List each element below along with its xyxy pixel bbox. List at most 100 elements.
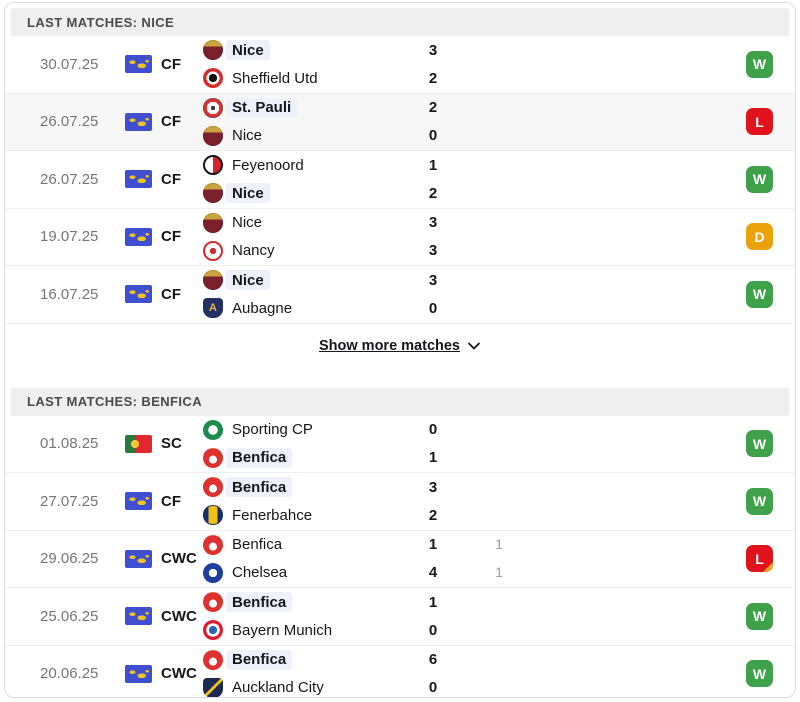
secondary-score-column: 1 1: [444, 532, 554, 585]
match-row[interactable]: 25.06.25 CWC Benfica Bayern Munich 1 0 W: [5, 588, 795, 646]
home-team-name: St. Pauli: [226, 97, 298, 118]
home-team-name: Benfica: [226, 477, 293, 498]
nice-logo-icon: [203, 40, 223, 61]
away-score: 2: [428, 69, 438, 87]
match-row[interactable]: 26.07.25 CF Feyenoord Nice 1 2 W: [5, 151, 795, 209]
home-score: 1: [428, 156, 438, 174]
home-secondary-score: [444, 210, 554, 235]
home-team-name: Benfica: [226, 592, 293, 613]
match-date: 26.07.25: [40, 170, 99, 188]
away-score: 2: [428, 506, 438, 524]
home-team: Benfica: [203, 532, 422, 557]
away-secondary-score: [444, 238, 554, 263]
match-row[interactable]: 19.07.25 CF Nice Nancy 3 3 D: [5, 208, 795, 266]
away-score: 3: [428, 242, 438, 260]
section-header-nice: LAST MATCHES: NICE: [11, 8, 789, 36]
home-secondary-score: [444, 268, 554, 293]
away-team: Nice: [203, 123, 422, 148]
show-more-label: Show more matches: [318, 337, 460, 354]
result-slot: W: [554, 50, 773, 78]
competition-flag-icon: [125, 492, 152, 511]
competition-code: CWC: [161, 665, 197, 683]
match-date: 20.06.25: [40, 665, 99, 683]
score-column: 3 3: [422, 210, 444, 263]
competition-flag-icon: [125, 55, 152, 74]
teams-column: St. Pauli Nice: [203, 95, 422, 148]
result-slot: L: [554, 545, 773, 573]
teams-column: Nice Nancy: [203, 210, 422, 263]
match-list: 30.07.25 CF Nice Sheffield Utd 3 2 W 26.…: [5, 36, 795, 324]
competition-code: CF: [161, 285, 181, 303]
result-slot: W: [554, 602, 773, 630]
match-row[interactable]: 30.07.25 CF Nice Sheffield Utd 3 2 W: [5, 36, 795, 94]
score-column: 1 4: [422, 532, 444, 585]
aubagne-logo-icon: [203, 298, 223, 319]
match-row[interactable]: 27.07.25 CF Benfica Fenerbahce 3 2 W: [5, 473, 795, 531]
competition-code: CF: [161, 55, 181, 73]
home-score: 6: [428, 651, 438, 669]
result-slot: W: [554, 660, 773, 688]
home-team-name: Sporting CP: [232, 421, 313, 439]
away-secondary-score: [444, 503, 554, 528]
match-row[interactable]: 01.08.25 SC Sporting CP Benfica 0 1 W: [5, 415, 795, 473]
home-team-name: Nice: [226, 270, 270, 291]
chelsea-logo-icon: [203, 562, 223, 583]
section-title: LAST MATCHES: BENFICA: [27, 394, 202, 409]
show-more-matches-link[interactable]: Show more matches: [319, 338, 481, 354]
section-header-benfica: LAST MATCHES: BENFICA: [11, 387, 789, 416]
secondary-score-column: [444, 590, 554, 643]
match-date: 01.08.25: [40, 435, 99, 453]
away-team: Chelsea: [203, 560, 422, 585]
nice-logo-icon: [203, 183, 223, 204]
teams-column: Nice Sheffield Utd: [203, 38, 422, 91]
score-column: 3 2: [422, 38, 444, 91]
home-score: 1: [428, 593, 438, 611]
away-team-name: Sheffield Utd: [232, 69, 318, 87]
home-secondary-score: [444, 153, 554, 178]
competition-code: CF: [161, 492, 181, 510]
secondary-score-column: [444, 475, 554, 528]
away-secondary-score: [444, 181, 554, 206]
result-badge: W: [746, 165, 773, 193]
away-team-name: Bayern Munich: [232, 621, 333, 639]
away-team-name: Nice: [226, 183, 270, 204]
result-slot: L: [554, 108, 773, 136]
secondary-score-column: [444, 210, 554, 263]
home-team: Feyenoord: [203, 153, 422, 178]
result-badge: W: [746, 660, 773, 688]
match-list: 01.08.25 SC Sporting CP Benfica 0 1 W 27…: [5, 415, 795, 697]
secondary-score-column: [444, 38, 554, 91]
competition-flag-icon: [125, 607, 152, 626]
result-badge: W: [746, 602, 773, 630]
result-slot: W: [554, 280, 773, 308]
match-row[interactable]: 16.07.25 CF Nice Aubagne 3 0 W: [5, 266, 795, 324]
match-row[interactable]: 20.06.25 CWC Benfica Auckland City 6 0 W: [5, 645, 795, 697]
home-team: Benfica: [203, 590, 422, 615]
away-team-name: Auckland City: [232, 679, 324, 697]
match-row[interactable]: 29.06.25 CWC Benfica Chelsea 1 4 1 1 L: [5, 530, 795, 588]
sporting-cp-logo-icon: [203, 419, 223, 440]
match-row[interactable]: 26.07.25 CF St. Pauli Nice 2 0 L: [5, 93, 795, 151]
competition-code: CWC: [161, 607, 197, 625]
home-score: 3: [428, 478, 438, 496]
home-score: 3: [428, 41, 438, 59]
teams-column: Benfica Chelsea: [203, 532, 422, 585]
sheffield-utd-logo-icon: [203, 68, 223, 89]
home-team-name: Benfica: [226, 649, 293, 670]
away-score: 0: [428, 299, 438, 317]
home-score: 1: [428, 536, 438, 554]
away-team: Sheffield Utd: [203, 66, 422, 91]
match-date: 19.07.25: [40, 228, 99, 246]
show-more-wrap: Show more matches: [5, 324, 795, 372]
secondary-score-column: [444, 153, 554, 206]
home-score: 2: [428, 99, 438, 117]
competition-flag-icon: [125, 434, 152, 453]
home-team: Sporting CP: [203, 417, 422, 442]
home-team: Nice: [203, 268, 422, 293]
last-matches-widget: LAST MATCHES: NICE 30.07.25 CF Nice Shef…: [4, 2, 796, 698]
away-secondary-score: [444, 123, 554, 148]
score-column: 3 2: [422, 475, 444, 528]
competition-code: CWC: [161, 550, 197, 568]
score-column: 3 0: [422, 268, 444, 321]
home-team: St. Pauli: [203, 95, 422, 120]
